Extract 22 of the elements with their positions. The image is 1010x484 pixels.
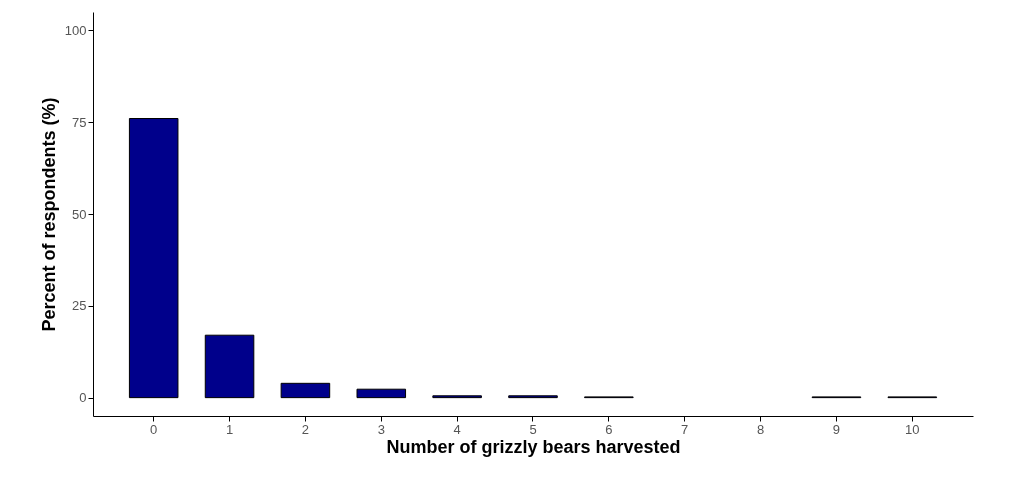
- x-tick-label: 0: [150, 421, 158, 437]
- y-tick-label: 50: [72, 206, 87, 222]
- y-tick-label: 100: [64, 22, 87, 38]
- y-tick-label: 25: [72, 298, 87, 314]
- bar: [128, 118, 179, 399]
- bar: [280, 382, 331, 399]
- x-axis-title: Number of grizzly bears harvested: [386, 436, 681, 457]
- bar: [204, 334, 255, 399]
- y-axis-title: Percent of respondents (%): [38, 97, 59, 332]
- x-tick-label: 9: [832, 421, 841, 437]
- y-tick-label: 75: [72, 114, 87, 130]
- x-tick-label: 7: [681, 421, 689, 437]
- x-tick-label: 10: [905, 421, 920, 437]
- x-tick-label: 1: [225, 421, 234, 437]
- x-tick-label: 5: [529, 421, 537, 437]
- x-tick-label: 8: [756, 421, 765, 437]
- bar: [356, 388, 407, 399]
- x-tick-label: 6: [605, 421, 613, 437]
- y-tick-label: 0: [79, 390, 87, 406]
- x-tick-label: 3: [377, 421, 385, 437]
- x-tick-label: 4: [453, 421, 461, 437]
- x-tick-label: 2: [301, 421, 310, 437]
